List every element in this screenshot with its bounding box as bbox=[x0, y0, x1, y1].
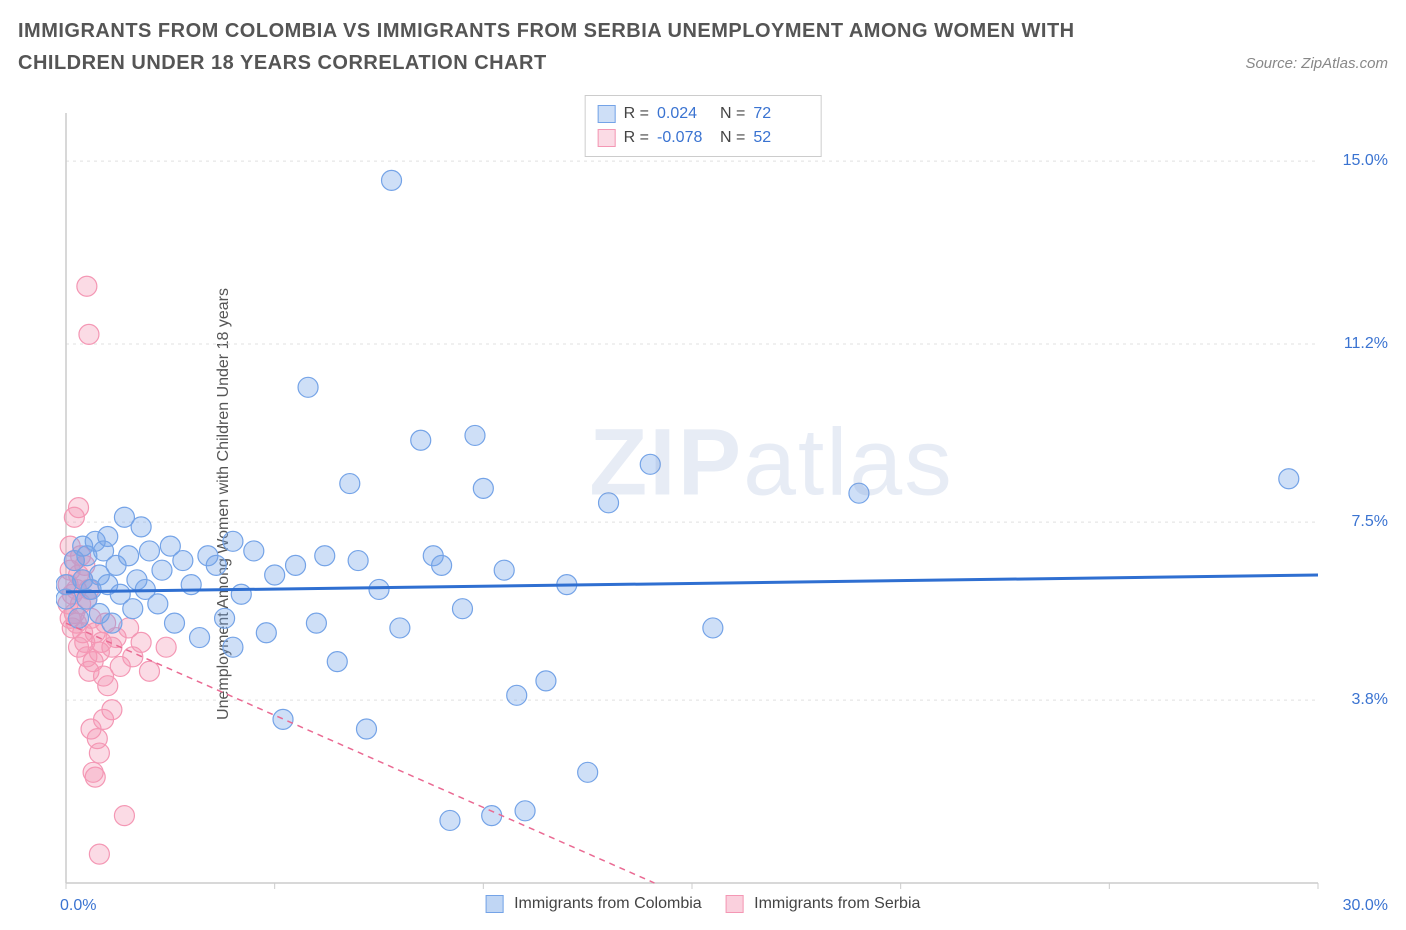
x-axis-min-label: 0.0% bbox=[60, 897, 96, 915]
n-value: 72 bbox=[753, 102, 808, 126]
legend-item-colombia: Immigrants from Colombia bbox=[486, 895, 702, 913]
y-tick-label: 11.2% bbox=[1344, 335, 1388, 353]
chart-area: Unemployment Among Women with Children U… bbox=[18, 95, 1388, 913]
y-tick-label: 3.8% bbox=[1352, 691, 1388, 709]
chart-title: IMMIGRANTS FROM COLOMBIA VS IMMIGRANTS F… bbox=[18, 15, 1118, 79]
axes bbox=[66, 113, 1318, 883]
trend-lines bbox=[66, 575, 1318, 883]
legend-item-serbia: Immigrants from Serbia bbox=[726, 895, 921, 913]
chart-source: Source: ZipAtlas.com bbox=[1245, 55, 1388, 72]
legend-swatch-colombia bbox=[598, 105, 616, 123]
legend-swatch-serbia-icon bbox=[726, 895, 744, 913]
legend-series: Immigrants from Colombia Immigrants from… bbox=[486, 895, 921, 913]
n-value: 52 bbox=[753, 126, 808, 150]
r-value: 0.024 bbox=[657, 102, 712, 126]
n-label: N = bbox=[720, 126, 745, 150]
legend-label: Immigrants from Colombia bbox=[514, 895, 702, 912]
scatter-plot bbox=[56, 95, 1388, 913]
legend-stats-row-colombia: R = 0.024 N = 72 bbox=[598, 102, 809, 126]
r-label: R = bbox=[624, 102, 649, 126]
series-colombia-points bbox=[56, 170, 1299, 830]
r-value: -0.078 bbox=[657, 126, 712, 150]
legend-stats-row-serbia: R = -0.078 N = 52 bbox=[598, 126, 809, 150]
y-tick-label: 7.5% bbox=[1352, 513, 1388, 531]
legend-swatch-colombia-icon bbox=[486, 895, 504, 913]
legend-label: Immigrants from Serbia bbox=[754, 895, 920, 912]
legend-stats: R = 0.024 N = 72 R = -0.078 N = 52 bbox=[585, 95, 822, 157]
x-axis-max-label: 30.0% bbox=[1343, 897, 1388, 915]
legend-swatch-serbia bbox=[598, 129, 616, 147]
y-tick-label: 15.0% bbox=[1343, 152, 1388, 170]
n-label: N = bbox=[720, 102, 745, 126]
chart-header: IMMIGRANTS FROM COLOMBIA VS IMMIGRANTS F… bbox=[18, 15, 1388, 79]
r-label: R = bbox=[624, 126, 649, 150]
gridlines bbox=[66, 161, 1318, 889]
